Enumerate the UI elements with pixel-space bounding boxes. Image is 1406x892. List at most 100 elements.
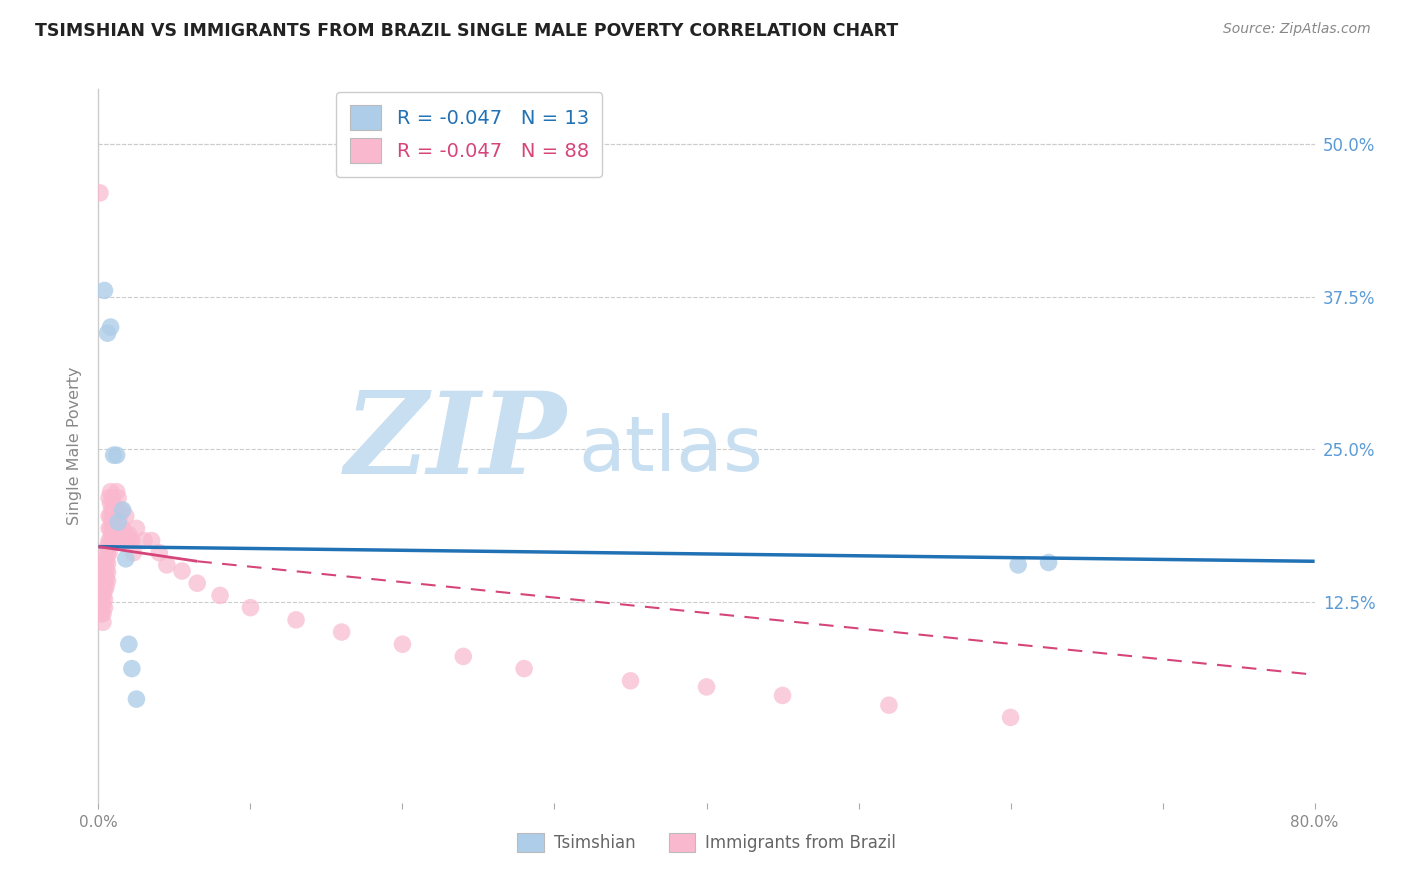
Point (96, 566, 118, 580)
Point (91, 607, 114, 621)
Point (96, 326, 118, 341)
Point (111, 521, 134, 535)
Point (103, 448, 125, 462)
Point (93, 574, 115, 589)
Point (156, 558, 179, 572)
Point (101, 503, 124, 517)
Point (89, 558, 111, 572)
Point (104, 509, 127, 524)
Point (94, 554, 117, 568)
Point (120, 533, 142, 548)
Point (117, 533, 139, 548)
Point (108, 509, 131, 524)
Point (209, 589, 232, 603)
Point (107, 515, 129, 529)
Point (1038, 556, 1060, 570)
Point (118, 637, 141, 651)
Point (105, 484, 128, 499)
Point (100, 533, 122, 548)
Text: atlas: atlas (579, 413, 763, 486)
Point (90, 558, 112, 572)
Point (105, 448, 128, 462)
Point (696, 680, 718, 694)
Point (100, 320, 122, 334)
Point (94, 563, 117, 577)
Point (118, 527, 141, 541)
Point (100, 509, 122, 524)
Point (772, 689, 794, 703)
Point (114, 551, 136, 566)
Point (98, 521, 121, 535)
Point (619, 673, 641, 688)
Point (93, 592, 115, 607)
Point (111, 503, 134, 517)
Point (90, 586, 112, 600)
Point (114, 509, 136, 524)
Point (103, 521, 125, 535)
Text: ZIP: ZIP (344, 387, 567, 498)
Point (112, 533, 135, 548)
Point (96, 548, 118, 562)
Point (89, 582, 111, 597)
Text: TSIMSHIAN VS IMMIGRANTS FROM BRAZIL SINGLE MALE POVERTY CORRELATION CHART: TSIMSHIAN VS IMMIGRANTS FROM BRAZIL SING… (35, 22, 898, 40)
Point (103, 533, 125, 548)
Point (96, 557, 118, 571)
Point (170, 564, 193, 578)
Point (96, 540, 118, 554)
Point (91, 615, 114, 630)
Point (90, 576, 112, 591)
Point (93, 600, 115, 615)
Point (90, 566, 112, 581)
Point (141, 533, 163, 548)
Point (94, 571, 117, 585)
Text: Source: ZipAtlas.com: Source: ZipAtlas.com (1223, 22, 1371, 37)
Point (122, 546, 145, 560)
Point (96, 574, 118, 588)
Point (107, 491, 129, 505)
Point (98, 533, 121, 548)
Point (1007, 558, 1029, 572)
Point (877, 698, 900, 713)
Point (103, 497, 125, 511)
Point (91, 598, 114, 612)
Point (132, 533, 155, 548)
Point (91, 581, 114, 595)
Point (100, 497, 122, 511)
Point (101, 491, 124, 505)
Point (105, 503, 128, 517)
Point (98, 509, 121, 524)
Point (121, 533, 143, 548)
Point (89, 186, 111, 200)
Point (93, 583, 115, 598)
Point (100, 484, 122, 499)
Point (91, 564, 114, 578)
Point (513, 662, 536, 676)
Point (104, 503, 127, 517)
Y-axis label: Single Male Poverty: Single Male Poverty (67, 367, 83, 525)
Point (186, 576, 208, 591)
Point (285, 613, 308, 627)
Point (148, 546, 170, 560)
Point (110, 521, 132, 535)
Point (90, 594, 112, 608)
Point (98, 491, 121, 505)
Point (89, 570, 111, 584)
Point (107, 515, 129, 529)
Point (125, 692, 148, 706)
Point (89, 594, 111, 608)
Point (94, 580, 117, 594)
Point (391, 637, 413, 651)
Point (1000, 710, 1022, 724)
Point (91, 573, 114, 587)
Point (94, 546, 117, 560)
Point (125, 521, 148, 535)
Point (101, 527, 124, 541)
Point (93, 284, 115, 298)
Point (330, 625, 353, 640)
Point (100, 521, 122, 535)
Point (101, 515, 124, 529)
Point (103, 509, 125, 524)
Point (98, 546, 121, 560)
Point (93, 566, 115, 581)
Point (453, 649, 475, 664)
